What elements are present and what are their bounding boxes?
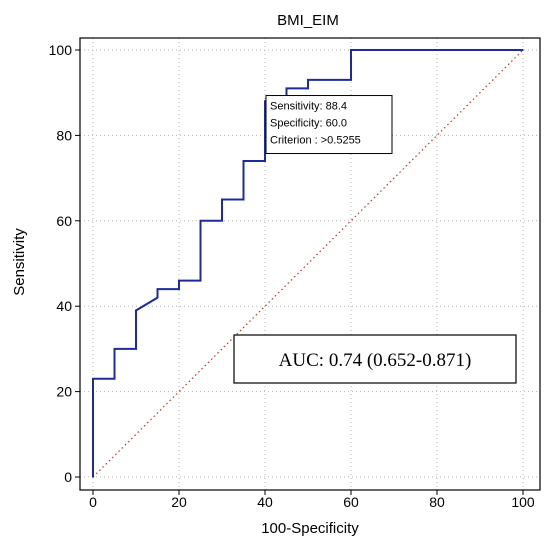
roc-point [178, 288, 180, 290]
criterion-specificity-text: Specificity: 60.0 [270, 118, 347, 130]
roc-point [113, 348, 116, 350]
roc-point [307, 87, 309, 90]
roc-point [221, 220, 223, 222]
x-tick-label: 0 [89, 494, 97, 510]
roc-point [135, 309, 137, 312]
x-tick-label: 40 [257, 494, 273, 510]
roc-point [135, 348, 137, 350]
roc-point [113, 377, 116, 380]
y-axis-label: Sensitivity [11, 228, 28, 296]
roc-point [156, 296, 159, 299]
x-tick-label: 100 [511, 494, 535, 510]
roc-point [178, 279, 180, 282]
y-tick-label: 80 [56, 127, 72, 143]
criterion-annotation: Sensitivity: 88.4 Specificity: 60.0 Crit… [265, 95, 393, 155]
roc-point [242, 198, 245, 201]
roc-point [199, 279, 202, 282]
roc-point [307, 79, 309, 81]
roc-point [350, 79, 352, 81]
y-tick-label: 0 [64, 469, 72, 485]
roc-point [350, 49, 352, 51]
auc-label: AUC: 0.74 (0.652-0.871) [279, 350, 472, 371]
roc-point [264, 160, 266, 162]
roc-point [156, 288, 159, 290]
y-tick-label: 40 [56, 298, 72, 314]
roc-point [199, 220, 202, 222]
roc-point [92, 377, 94, 380]
roc-point [522, 49, 524, 51]
chart-title: BMI_EIM [277, 12, 339, 29]
x-tick-label: 80 [429, 494, 445, 510]
y-tick-label: 100 [49, 42, 73, 58]
plot-frame [79, 37, 541, 491]
roc-point [92, 476, 94, 478]
criterion-box-frame [265, 95, 393, 155]
x-tick-label: 20 [171, 494, 187, 510]
y-tick-label: 20 [56, 384, 72, 400]
criterion-sensitivity-text: Sensitivity: 88.4 [270, 101, 347, 113]
roc-point [221, 198, 223, 201]
roc-point [242, 160, 245, 162]
auc-box-frame [233, 334, 517, 384]
auc-annotation: AUC: 0.74 (0.652-0.871) [233, 334, 517, 384]
roc-point [285, 87, 288, 90]
grid-lines [80, 38, 540, 490]
x-tick-label: 60 [343, 494, 359, 510]
roc-point [264, 100, 266, 103]
x-axis-label: 100-Specificity [261, 520, 359, 537]
y-tick-label: 60 [56, 213, 72, 229]
axis-ticks: 0 20 40 60 80 100 0 20 40 60 80 100 [49, 42, 535, 510]
reference-diagonal-line [92, 49, 524, 478]
criterion-threshold-text: Criterion : >0.5255 [270, 135, 361, 147]
